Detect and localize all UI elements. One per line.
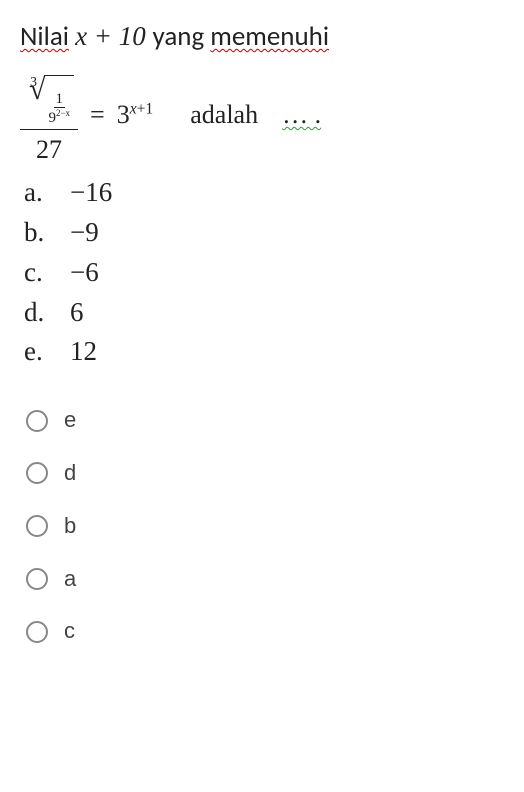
radio-label: b xyxy=(64,511,76,542)
option-b: b. −9 xyxy=(24,214,504,252)
expression-x-plus-10: x + 10 xyxy=(75,21,152,51)
word-memenuhi: memenuhi xyxy=(210,20,329,53)
radio-label: a xyxy=(64,564,76,595)
rhs-expression: 3x+1 xyxy=(117,97,154,133)
radio-option-c[interactable]: c xyxy=(26,616,504,647)
radical-symbol: √ xyxy=(29,79,45,100)
option-letter: e. xyxy=(24,333,48,371)
radio-circle-icon xyxy=(26,410,48,432)
inner-denominator: 92−x xyxy=(48,108,70,127)
radio-option-e[interactable]: e xyxy=(26,405,504,436)
option-value: 6 xyxy=(70,294,84,332)
cube-root: 3 √ 1 92−x xyxy=(24,75,74,127)
equation: 3 √ 1 92−x 27 = 3x+1 adala xyxy=(20,62,504,168)
question-text: Nilai x + 10 yang memenuhi xyxy=(20,18,504,56)
inner-numerator: 1 xyxy=(54,91,66,109)
word-nilai: Nilai xyxy=(20,20,69,53)
radio-circle-icon xyxy=(26,462,48,484)
option-letter: a. xyxy=(24,174,48,212)
radio-circle-icon xyxy=(26,568,48,590)
radio-option-d[interactable]: d xyxy=(26,458,504,489)
outer-denominator: 27 xyxy=(36,130,62,168)
radio-circle-icon xyxy=(26,621,48,643)
radio-option-b[interactable]: b xyxy=(26,511,504,542)
option-letter: c. xyxy=(24,254,48,292)
inner-fraction: 1 92−x xyxy=(48,91,70,127)
option-e: e. 12 xyxy=(24,333,504,371)
option-value: −16 xyxy=(70,174,112,212)
option-c: c. −6 xyxy=(24,254,504,292)
option-a: a. −16 xyxy=(24,174,504,212)
word-adalah: adalah xyxy=(190,97,258,133)
radio-label: e xyxy=(64,405,76,436)
word-yang: yang xyxy=(153,20,205,53)
option-d: d. 6 xyxy=(24,294,504,332)
option-letter: b. xyxy=(24,214,48,252)
equals-sign: = xyxy=(90,97,105,133)
option-value: −9 xyxy=(70,214,99,252)
radio-label: c xyxy=(64,616,75,647)
option-letter: d. xyxy=(24,294,48,332)
radio-label: d xyxy=(64,458,76,489)
radio-option-a[interactable]: a xyxy=(26,564,504,595)
answer-options: a. −16 b. −9 c. −6 d. 6 e. 12 xyxy=(20,174,504,371)
option-value: −6 xyxy=(70,254,99,292)
radio-circle-icon xyxy=(26,515,48,537)
option-value: 12 xyxy=(70,333,97,371)
radio-group: e d b a c xyxy=(20,405,504,647)
trailing-dots: … . xyxy=(282,97,321,133)
lhs-fraction: 3 √ 1 92−x 27 xyxy=(20,62,78,168)
